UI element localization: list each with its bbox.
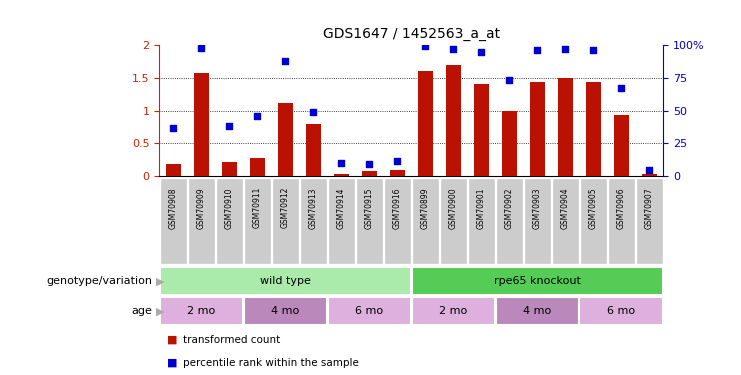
Point	[391, 158, 403, 164]
Text: transformed count: transformed count	[183, 335, 280, 345]
Bar	[502, 111, 517, 176]
Text: percentile rank within the sample: percentile rank within the sample	[183, 358, 359, 368]
Bar	[193, 73, 209, 176]
Bar	[642, 174, 657, 176]
FancyBboxPatch shape	[496, 178, 522, 264]
Text: GDS1647 / 1452563_a_at: GDS1647 / 1452563_a_at	[322, 27, 500, 41]
FancyBboxPatch shape	[328, 178, 355, 264]
Point	[196, 45, 207, 51]
Text: 4 mo: 4 mo	[271, 306, 299, 316]
Text: GSM70912: GSM70912	[281, 187, 290, 228]
Text: GSM70900: GSM70900	[449, 187, 458, 229]
Text: GSM70909: GSM70909	[197, 187, 206, 229]
Text: GSM70901: GSM70901	[476, 187, 486, 228]
Point	[279, 58, 291, 64]
FancyBboxPatch shape	[244, 178, 270, 264]
Text: ▶: ▶	[156, 306, 164, 316]
Point	[588, 47, 599, 53]
Bar	[250, 158, 265, 176]
FancyBboxPatch shape	[216, 178, 243, 264]
Text: 4 mo: 4 mo	[523, 306, 551, 316]
FancyBboxPatch shape	[636, 178, 662, 264]
FancyBboxPatch shape	[468, 178, 495, 264]
Text: GSM70911: GSM70911	[253, 187, 262, 228]
Text: 6 mo: 6 mo	[355, 306, 383, 316]
Bar	[222, 162, 237, 176]
Text: GSM70916: GSM70916	[393, 187, 402, 228]
FancyBboxPatch shape	[411, 267, 663, 295]
Text: GSM70910: GSM70910	[225, 187, 234, 228]
FancyBboxPatch shape	[328, 297, 411, 325]
Text: ▶: ▶	[156, 276, 164, 286]
Text: genotype/variation: genotype/variation	[46, 276, 152, 286]
FancyBboxPatch shape	[160, 178, 187, 264]
FancyBboxPatch shape	[496, 297, 579, 325]
Bar	[305, 124, 321, 176]
Bar	[165, 164, 181, 176]
FancyBboxPatch shape	[300, 178, 327, 264]
FancyBboxPatch shape	[524, 178, 551, 264]
Text: ■: ■	[167, 358, 181, 368]
FancyBboxPatch shape	[188, 178, 215, 264]
Point	[308, 109, 319, 115]
Text: 2 mo: 2 mo	[439, 306, 468, 316]
FancyBboxPatch shape	[579, 178, 607, 264]
Point	[251, 113, 263, 119]
FancyBboxPatch shape	[579, 297, 663, 325]
Point	[448, 46, 459, 52]
FancyBboxPatch shape	[412, 178, 439, 264]
Text: GSM70907: GSM70907	[645, 187, 654, 229]
Text: 6 mo: 6 mo	[607, 306, 635, 316]
FancyBboxPatch shape	[272, 178, 299, 264]
Point	[336, 160, 348, 166]
Point	[643, 166, 655, 172]
FancyBboxPatch shape	[552, 178, 579, 264]
Bar	[473, 84, 489, 176]
FancyBboxPatch shape	[440, 178, 467, 264]
Bar	[557, 78, 573, 176]
Point	[223, 123, 235, 129]
Point	[559, 46, 571, 52]
FancyBboxPatch shape	[159, 267, 411, 295]
Text: 2 mo: 2 mo	[187, 306, 216, 316]
Text: GSM70903: GSM70903	[533, 187, 542, 229]
Bar	[614, 115, 629, 176]
Point	[503, 78, 515, 84]
Text: GSM70905: GSM70905	[588, 187, 598, 229]
Text: GSM70902: GSM70902	[505, 187, 514, 228]
Text: wild type: wild type	[260, 276, 310, 286]
Text: GSM70904: GSM70904	[561, 187, 570, 229]
Bar	[278, 103, 293, 176]
Text: rpe65 knockout: rpe65 knockout	[494, 276, 581, 286]
Bar	[418, 71, 433, 176]
FancyBboxPatch shape	[244, 297, 327, 325]
Text: ■: ■	[167, 335, 181, 345]
FancyBboxPatch shape	[384, 178, 411, 264]
Bar	[530, 82, 545, 176]
FancyBboxPatch shape	[356, 178, 382, 264]
Bar	[445, 64, 461, 176]
FancyBboxPatch shape	[159, 297, 243, 325]
Point	[419, 44, 431, 50]
Text: GSM70899: GSM70899	[421, 187, 430, 228]
Point	[531, 47, 543, 53]
Text: GSM70906: GSM70906	[617, 187, 625, 229]
Text: GSM70915: GSM70915	[365, 187, 373, 228]
FancyBboxPatch shape	[411, 297, 495, 325]
Point	[475, 49, 487, 55]
Text: GSM70914: GSM70914	[336, 187, 346, 228]
Point	[167, 124, 179, 131]
Point	[363, 161, 375, 167]
Text: GSM70913: GSM70913	[309, 187, 318, 228]
Bar	[390, 170, 405, 176]
Text: GSM70908: GSM70908	[169, 187, 178, 228]
Point	[615, 86, 627, 92]
Bar	[333, 174, 349, 176]
Bar	[585, 82, 601, 176]
FancyBboxPatch shape	[608, 178, 634, 264]
Text: age: age	[131, 306, 152, 316]
Bar	[362, 171, 377, 176]
